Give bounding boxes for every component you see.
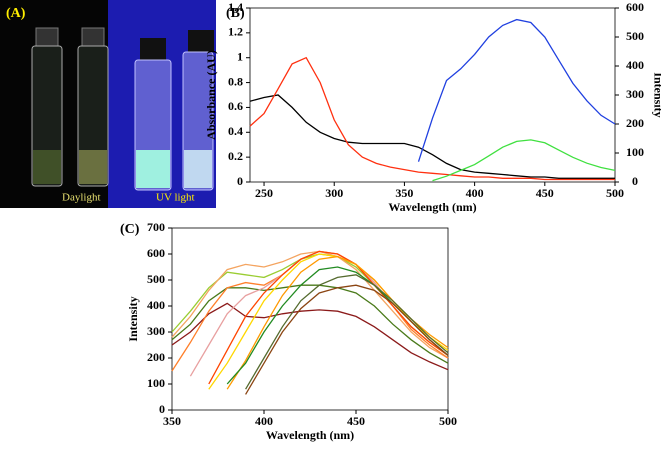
- vial: [134, 38, 172, 191]
- y-tick-label: 700: [147, 220, 165, 234]
- y-tick-label: 200: [147, 350, 165, 364]
- x-tick-label: 400: [255, 414, 273, 428]
- y2-tick-label: 400: [626, 58, 644, 72]
- y-tick-label: 1.2: [228, 25, 243, 39]
- panel-label: (A): [6, 6, 26, 21]
- y2-tick-label: 300: [626, 87, 644, 101]
- x-tick-label: 450: [536, 186, 554, 200]
- data-line: [432, 139, 616, 182]
- x-tick-label: 300: [325, 186, 343, 200]
- x-tick-label: 400: [466, 186, 484, 200]
- y2-axis-label: Intensity: [651, 72, 661, 117]
- y-tick-label: 0.6: [228, 99, 243, 113]
- y-tick-label: 1.4: [228, 0, 243, 14]
- y-tick-label: 500: [147, 272, 165, 286]
- x-tick-label: 500: [606, 186, 624, 200]
- data-line: [171, 284, 449, 364]
- y-tick-label: 100: [147, 376, 165, 390]
- vial: [77, 27, 109, 187]
- x-tick-label: 350: [395, 186, 413, 200]
- panel-label: (B): [226, 6, 245, 21]
- x-tick-label: 500: [439, 414, 457, 428]
- y-tick-label: 400: [147, 298, 165, 312]
- y-tick-label: 0: [237, 174, 243, 188]
- y-tick-label: 0.4: [228, 124, 243, 138]
- x-tick-label: 450: [347, 414, 365, 428]
- data-line: [171, 250, 449, 359]
- y2-tick-label: 600: [626, 0, 644, 14]
- x-axis-label: Wavelength (nm): [388, 200, 476, 214]
- data-line: [417, 18, 616, 162]
- y-tick-label: 0: [159, 402, 165, 416]
- y-tick-label: 0.8: [228, 74, 243, 88]
- x-tick-label: 350: [163, 414, 181, 428]
- data-line: [245, 274, 449, 390]
- data-line: [171, 302, 449, 371]
- y-tick-label: 1: [237, 49, 243, 63]
- photo-panel: (A) Daylight UV light: [0, 0, 216, 208]
- y-tick-label: 600: [147, 246, 165, 260]
- y-axis-label: Intensity: [126, 296, 140, 341]
- panel-label: (C): [120, 222, 140, 237]
- x-axis-label: Wavelength (nm): [266, 428, 354, 442]
- y-axis-label: Absorbance (AU): [204, 50, 218, 140]
- y2-tick-label: 0: [632, 174, 638, 188]
- y2-tick-label: 200: [626, 116, 644, 130]
- data-line: [249, 94, 615, 179]
- data-line: [249, 56, 615, 181]
- data-line: [245, 284, 449, 395]
- y-tick-label: 0.2: [228, 149, 243, 163]
- plot-frame: [171, 227, 449, 411]
- y-tick-label: 300: [147, 324, 165, 338]
- plot-frame: [249, 7, 616, 183]
- data-line: [208, 250, 449, 385]
- vial: [182, 30, 214, 191]
- caption: Daylight: [62, 192, 101, 204]
- caption: UV light: [156, 192, 195, 204]
- y2-tick-label: 500: [626, 29, 644, 43]
- vial: [31, 27, 63, 187]
- y2-tick-label: 100: [626, 145, 644, 159]
- x-tick-label: 250: [255, 186, 273, 200]
